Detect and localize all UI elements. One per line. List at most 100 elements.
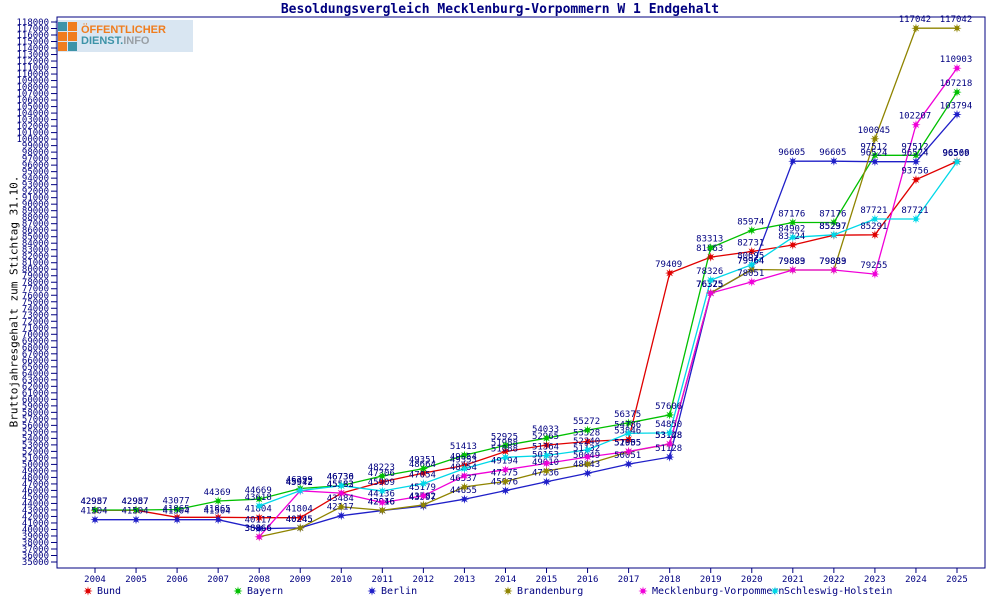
legend-label-1: Bayern [247,586,283,597]
legend-marker-5 [770,586,780,596]
point-label-bund-2016: 53528 [573,428,600,438]
x-tick-label: 2019 [700,575,722,585]
point-label-bayern-2021: 87176 [778,210,805,220]
y-tick-label: 110000 [16,70,49,80]
point-label-berlin-2004: 41504 [80,507,107,517]
y-tick-label: 101000 [16,129,49,139]
x-tick-label: 2024 [905,575,927,585]
point-label-mecklenburg_vorpommern-2023: 79255 [860,261,887,271]
y-tick-label: 89000 [22,207,49,217]
point-label-berlin-2025: 103794 [940,101,973,111]
y-tick-label: 93000 [22,181,49,191]
legend-label-2: Berlin [381,586,417,597]
data-point-brandenburg-2010 [336,502,346,512]
point-label-berlin-2015: 47336 [532,469,559,479]
point-label-bayern-2011: 48223 [368,463,395,473]
data-point-mecklenburg_vorpommern-2018 [665,439,675,449]
data-point-mecklenburg_vorpommern-2015 [541,458,552,468]
point-label-mecklenburg_vorpommern-2014: 49194 [491,457,518,467]
point-label-schleswig_holstein-2014: 51088 [491,444,518,454]
legend-marker-1 [233,586,243,596]
data-point-bayern-2005 [131,505,141,515]
point-label-berlin-2006: 41504 [163,507,190,517]
point-label-brandenburg-2023: 100045 [858,126,891,136]
series-line-berlin [95,113,958,530]
series-line-brandenburg [259,27,957,538]
y-tick-label: 60000 [22,395,49,405]
y-tick-label: 71000 [22,324,49,334]
x-tick-label: 2008 [248,575,270,585]
point-label-schleswig_holstein-2019: 78326 [696,267,723,277]
y-tick-label: 96000 [22,161,49,171]
y-tick-label: 78000 [22,278,49,288]
oeffentlicher-dienst-logo: ÖFFENTLICHER DIENST.INFO [55,20,193,52]
y-tick-label: 85000 [22,233,49,243]
point-label-bund-2018: 79409 [655,260,682,270]
point-label-schleswig_holstein-2024: 87721 [901,206,928,216]
data-point-brandenburg-2025 [952,23,962,33]
y-tick-label: 105000 [16,103,49,113]
data-point-mecklenburg_vorpommern-2008 [254,532,264,542]
x-tick-label: 2023 [864,575,886,585]
data-point-bund-2021 [788,240,798,250]
x-tick-label: 2015 [536,575,558,585]
point-label-berlin-2012: 43597 [409,493,436,503]
y-tick-label: 48000 [22,473,49,483]
data-point-brandenburg-2009 [295,523,305,533]
data-point-schleswig_holstein-2013 [459,464,469,474]
data-point-schleswig_holstein-2022 [829,230,839,240]
data-point-berlin-2007 [213,515,223,525]
point-label-berlin-2013: 44655 [450,486,477,496]
point-label-brandenburg-2009: 40245 [286,515,313,525]
y-tick-label: 90000 [22,200,49,210]
series-line-bayern [95,91,958,511]
x-tick-label: 2014 [495,575,517,585]
point-label-bund-2009: 41804 [286,505,313,515]
point-label-bayern-2015: 54033 [532,425,559,435]
data-point-bayern-2018 [665,410,675,420]
data-point-bund-2024 [911,175,921,185]
data-point-mecklenburg_vorpommern-2010 [336,488,346,498]
point-label-bund-2020: 82731 [737,238,764,248]
data-point-berlin-2005 [131,515,141,525]
y-tick-label: 98000 [22,148,49,158]
data-point-bayern-2016 [583,425,593,435]
data-point-berlin-2025 [952,109,962,119]
point-label-bayern-2014: 52925 [491,432,518,442]
point-label-brandenburg-2013: 46537 [450,474,477,484]
y-tick-label: 97000 [22,155,49,165]
data-point-berlin-2016 [583,468,593,478]
data-point-mecklenburg_vorpommern-2023 [870,269,880,279]
y-tick-label: 84000 [22,239,49,249]
point-label-bund-2022: 85237 [819,222,846,232]
point-label-berlin-2009: 40245 [286,515,313,525]
data-point-schleswig_holstein-2009 [295,486,305,496]
y-tick-label: 116000 [16,31,49,41]
point-label-bayern-2020: 85974 [737,217,764,227]
point-label-schleswig_holstein-2022: 85297 [819,222,846,232]
point-label-berlin-2024: 96524 [901,149,928,159]
y-tick-label: 61000 [22,389,49,399]
point-label-bayern-2010: 46736 [327,473,354,483]
point-label-schleswig_holstein-2009: 45972 [286,478,313,488]
point-label-bayern-2017: 56375 [614,410,641,420]
x-tick-label: 2009 [289,575,311,585]
x-tick-label: 2013 [454,575,476,585]
y-tick-label: 83000 [22,246,49,256]
x-tick-label: 2022 [823,575,845,585]
y-tick-label: 63000 [22,376,49,386]
data-point-bayern-2020 [747,225,757,235]
point-label-bayern-2013: 51413 [450,442,477,452]
logo-text-line1: ÖFFENTLICHER [81,24,166,36]
point-label-brandenburg-2018: 53128 [655,431,682,441]
y-tick-label: 80000 [22,265,49,275]
point-label-mecklenburg_vorpommern-2019: 76325 [696,280,723,290]
data-point-berlin-2010 [336,511,346,521]
y-tick-label: 56000 [22,421,49,431]
point-label-berlin-2022: 96605 [819,148,846,158]
point-label-bund-2007: 41865 [204,504,231,514]
data-point-berlin-2023 [870,157,880,167]
y-tick-label: 81000 [22,259,49,269]
data-point-bayern-2013 [459,450,469,460]
